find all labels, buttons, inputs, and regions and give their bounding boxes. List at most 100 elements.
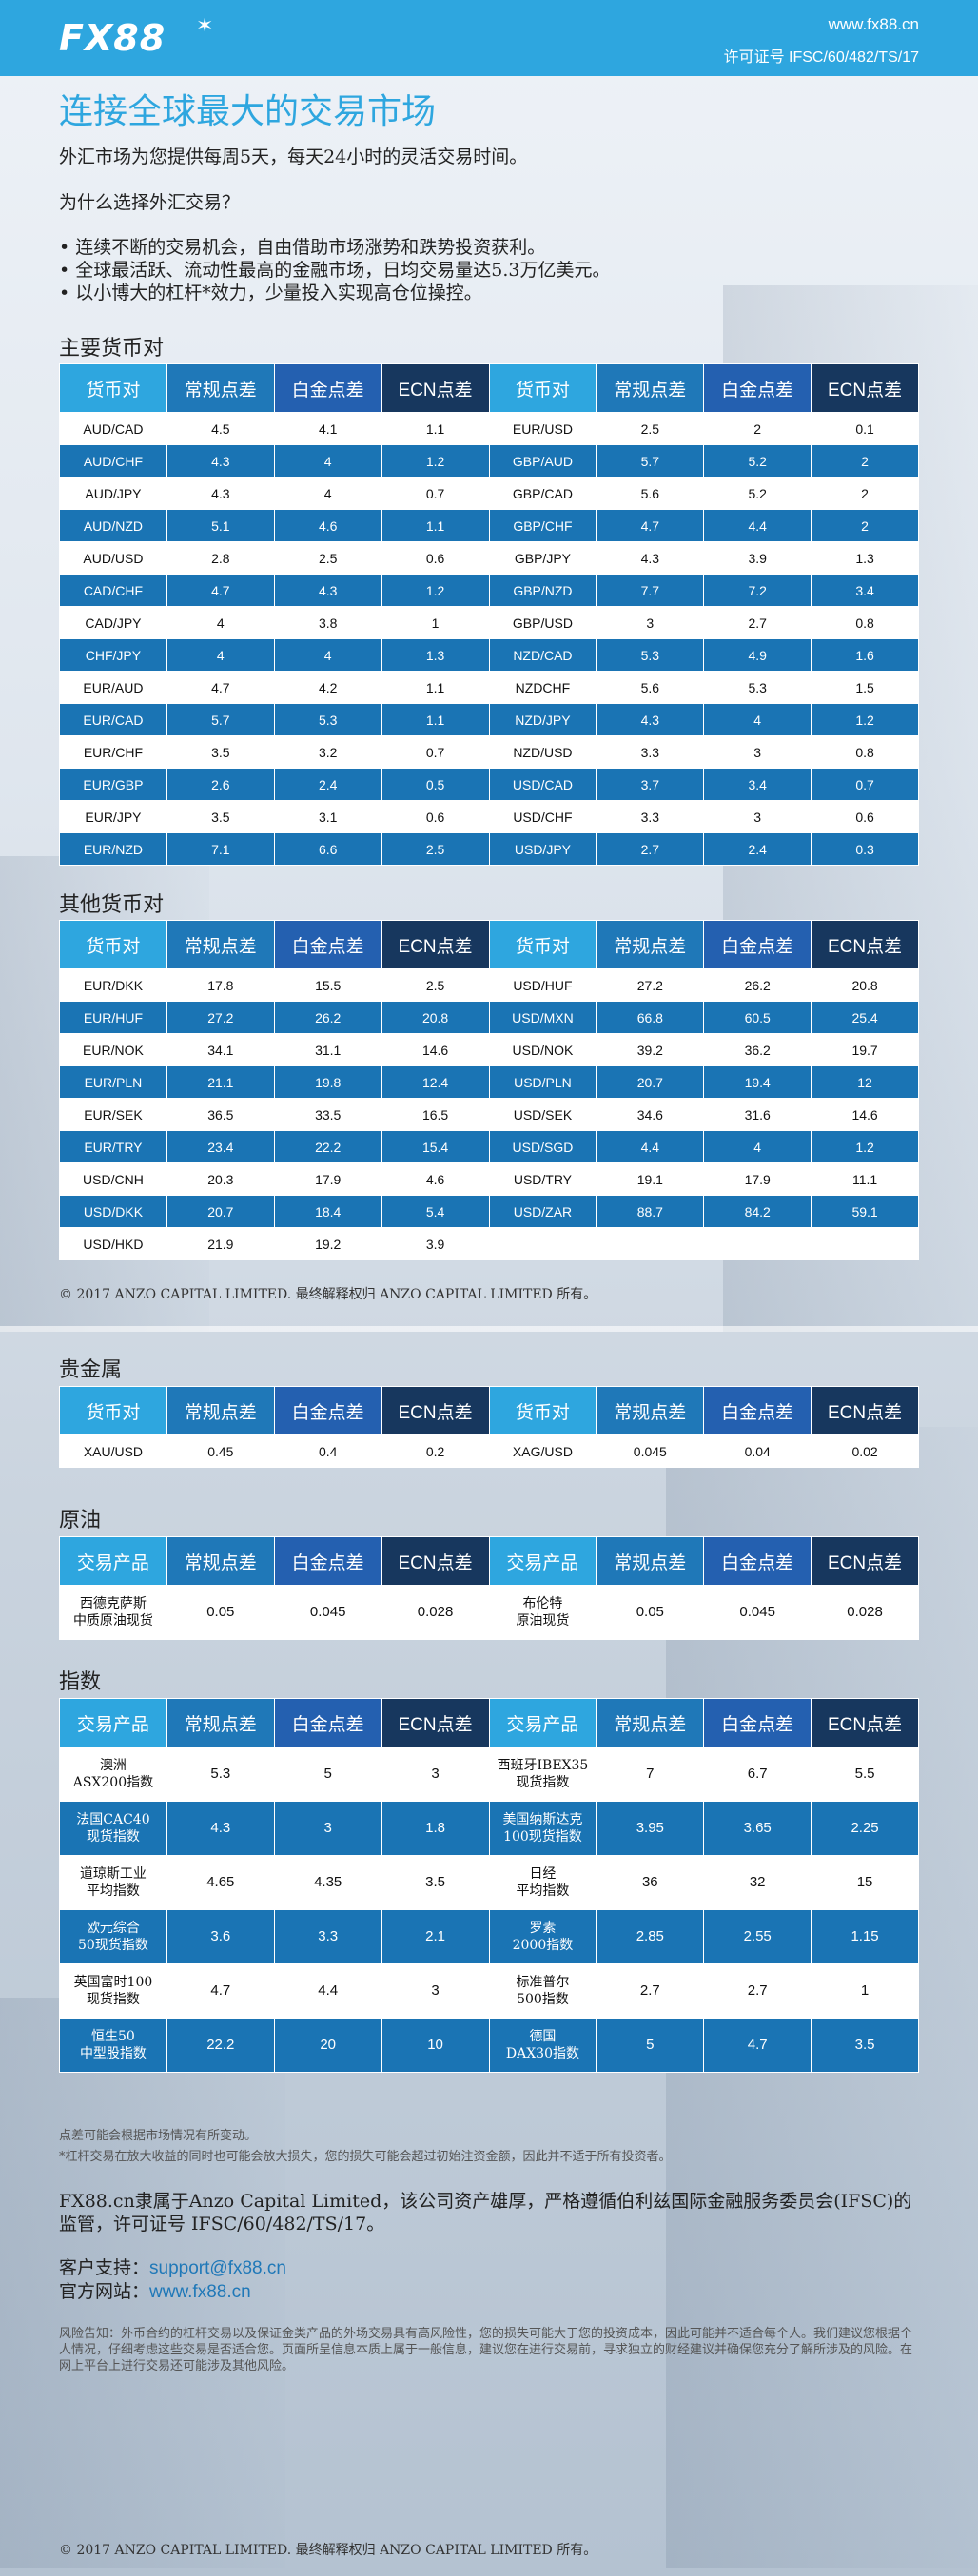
table-cell: USD/MXN <box>488 1001 597 1034</box>
table-cell: 0.7 <box>381 477 490 510</box>
support-email-link[interactable]: support@fx88.cn <box>149 2258 286 2278</box>
table-row: EUR/TRY 23.4 22.2 15.4 USD/SGD 4.4 4 1.2 <box>59 1130 919 1163</box>
site-url[interactable]: www.fx88.cn <box>828 15 919 33</box>
table-row: AUD/CAD 4.5 4.1 1.1 EUR/USD 2.5 2 0.1 <box>59 412 919 445</box>
table-cell: 3.5 <box>381 1855 490 1910</box>
table-cell: 33.5 <box>273 1098 382 1131</box>
table-cell: XAG/USD <box>488 1434 597 1468</box>
column-header: ECN点差 <box>381 1386 490 1435</box>
table-cell: 27.2 <box>166 1001 275 1034</box>
table-cell: 0.05 <box>596 1585 705 1640</box>
table-cell: 0.8 <box>811 735 919 769</box>
table-cell: EUR/CHF <box>59 735 167 769</box>
contact-info: 客户支持：support@fx88.cn 官方网站：www.fx88.cn <box>59 2256 286 2304</box>
table-cell: 3.5 <box>166 735 275 769</box>
table-cell: AUD/CAD <box>59 412 167 445</box>
table-cell: 36.5 <box>166 1098 275 1131</box>
table-cell: 5.7 <box>166 703 275 736</box>
table-row: EUR/NOK 34.1 31.1 14.6 USD/NOK 39.2 36.2 19.7 <box>59 1033 919 1066</box>
table-cell: 道琼斯工业 平均指数 <box>59 1855 167 1910</box>
why-heading: 为什么选择外汇交易？ <box>59 192 241 213</box>
table-row: AUD/JPY 4.3 4 0.7 GBP/CAD 5.6 5.2 2 <box>59 477 919 510</box>
table-cell: 1.1 <box>381 412 490 445</box>
footnote: *杠杆交易在放大收益的同时也可能会放大损失，您的损失可能会超过初始注资金额，因此… <box>59 2150 672 2164</box>
column-header: 白金点差 <box>273 1536 382 1586</box>
table-cell <box>703 1227 812 1260</box>
table-cell: EUR/AUD <box>59 671 167 704</box>
table-cell: 澳洲 ASX200指数 <box>59 1747 167 1802</box>
table-cell: USD/DKK <box>59 1195 167 1228</box>
table-cell: 5.3 <box>596 638 705 672</box>
table-cell: GBP/AUD <box>488 444 597 478</box>
table-cell: 26.2 <box>273 1001 382 1034</box>
table-cell: 5.2 <box>703 477 812 510</box>
table-cell: USD/SEK <box>488 1098 597 1131</box>
table-header-row: 货币对 常规点差 白金点差 ECN点差 货币对 常规点差 白金点差 ECN点差 <box>59 1386 919 1435</box>
table-header-row: 货币对 常规点差 白金点差 ECN点差 货币对 常规点差 白金点差 ECN点差 <box>59 920 919 969</box>
table-cell: NZDCHF <box>488 671 597 704</box>
table-cell: 4 <box>703 703 812 736</box>
table-cell: GBP/CAD <box>488 477 597 510</box>
bullet-item: • 连续不断的交易机会，自由借助市场涨势和跌势投资获利。 <box>59 237 546 258</box>
star-icon: ✶ <box>196 13 214 37</box>
table-cell: 36 <box>596 1855 705 1910</box>
table-cell: 15 <box>811 1855 919 1910</box>
table-cell: 0.4 <box>273 1434 382 1468</box>
table-cell: 17.9 <box>703 1162 812 1196</box>
table-header-row: 交易产品 常规点差 白金点差 ECN点差 交易产品 常规点差 白金点差 ECN点差 <box>59 1698 919 1747</box>
table-cell: 1.15 <box>811 1909 919 1964</box>
table-cell: 18.4 <box>273 1195 382 1228</box>
table-cell: 21.9 <box>166 1227 275 1260</box>
table-cell <box>488 1227 597 1260</box>
table-cell: USD/PLN <box>488 1065 597 1099</box>
column-header: 白金点差 <box>703 1386 812 1435</box>
table-cell: 20.8 <box>381 1001 490 1034</box>
table-row: AUD/USD 2.8 2.5 0.6 GBP/JPY 4.3 3.9 1.3 <box>59 541 919 575</box>
table-cell: EUR/PLN <box>59 1065 167 1099</box>
table-row: CHF/JPY 4 4 1.3 NZD/CAD 5.3 4.9 1.6 <box>59 638 919 672</box>
table-cell: USD/ZAR <box>488 1195 597 1228</box>
table-cell: 17.8 <box>166 968 275 1002</box>
table-cell: 5.7 <box>596 444 705 478</box>
table-cell: 3 <box>703 735 812 769</box>
table-cell: 4.3 <box>166 1801 275 1856</box>
table-row: USD/CNH 20.3 17.9 4.6 USD/TRY 19.1 17.9 11.1 <box>59 1162 919 1196</box>
table-row: EUR/HUF 27.2 26.2 20.8 USD/MXN 66.8 60.5 25.4 <box>59 1001 919 1034</box>
fx88-logo[interactable]: FX88 <box>59 17 166 59</box>
table-cell: 36.2 <box>703 1033 812 1066</box>
oil-table: 交易产品 常规点差 白金点差 ECN点差 交易产品 常规点差 白金点差 ECN点差 西德克萨斯中… <box>59 1536 919 1640</box>
column-header: 常规点差 <box>166 363 275 413</box>
column-header: 常规点差 <box>166 1536 275 1586</box>
website-link[interactable]: www.fx88.cn <box>149 2282 251 2302</box>
column-header: 交易产品 <box>488 1698 597 1747</box>
table-cell: 0.6 <box>811 800 919 833</box>
column-header: ECN点差 <box>811 1386 919 1435</box>
table-cell: 0.045 <box>703 1585 812 1640</box>
table-cell: 4.7 <box>166 574 275 607</box>
table-cell: 1.2 <box>811 703 919 736</box>
table-cell: 3.9 <box>703 541 812 575</box>
table-cell: AUD/USD <box>59 541 167 575</box>
table-cell: 3.8 <box>273 606 382 639</box>
column-header: 白金点差 <box>273 1698 382 1747</box>
column-header: 常规点差 <box>166 1698 275 1747</box>
table-cell: 14.6 <box>381 1033 490 1066</box>
table-cell: 4.9 <box>703 638 812 672</box>
other-pairs-table: 货币对 常规点差 白金点差 ECN点差 货币对 常规点差 白金点差 ECN点差 EUR/DKK 1… <box>59 920 919 1260</box>
table-cell: 4.6 <box>273 509 382 542</box>
table-cell: 2.7 <box>596 832 705 866</box>
table-cell: 12.4 <box>381 1065 490 1099</box>
table-cell: 60.5 <box>703 1001 812 1034</box>
table-cell: 日经 平均指数 <box>488 1855 597 1910</box>
table-cell: 4.7 <box>166 1963 275 2019</box>
table-row: EUR/CHF 3.5 3.2 0.7 NZD/USD 3.3 3 0.8 <box>59 735 919 769</box>
table-cell: 16.5 <box>381 1098 490 1131</box>
table-cell: 3.7 <box>596 768 705 801</box>
table-cell: 0.045 <box>596 1434 705 1468</box>
table-cell: 德国 DAX30指数 <box>488 2018 597 2073</box>
column-header: 常规点差 <box>596 1386 705 1435</box>
table-row: EUR/JPY 3.5 3.1 0.6 USD/CHF 3.3 3 0.6 <box>59 800 919 833</box>
copyright-text: © 2017 ANZO CAPITAL LIMITED. 最终解释权归 ANZO… <box>59 1287 597 1302</box>
table-row: 澳洲 ASX200指数 5.3 5 3 西班牙IBEX35 现货指数 7 6.7 5.5 <box>59 1747 919 1802</box>
table-cell: 5.3 <box>166 1747 275 1802</box>
